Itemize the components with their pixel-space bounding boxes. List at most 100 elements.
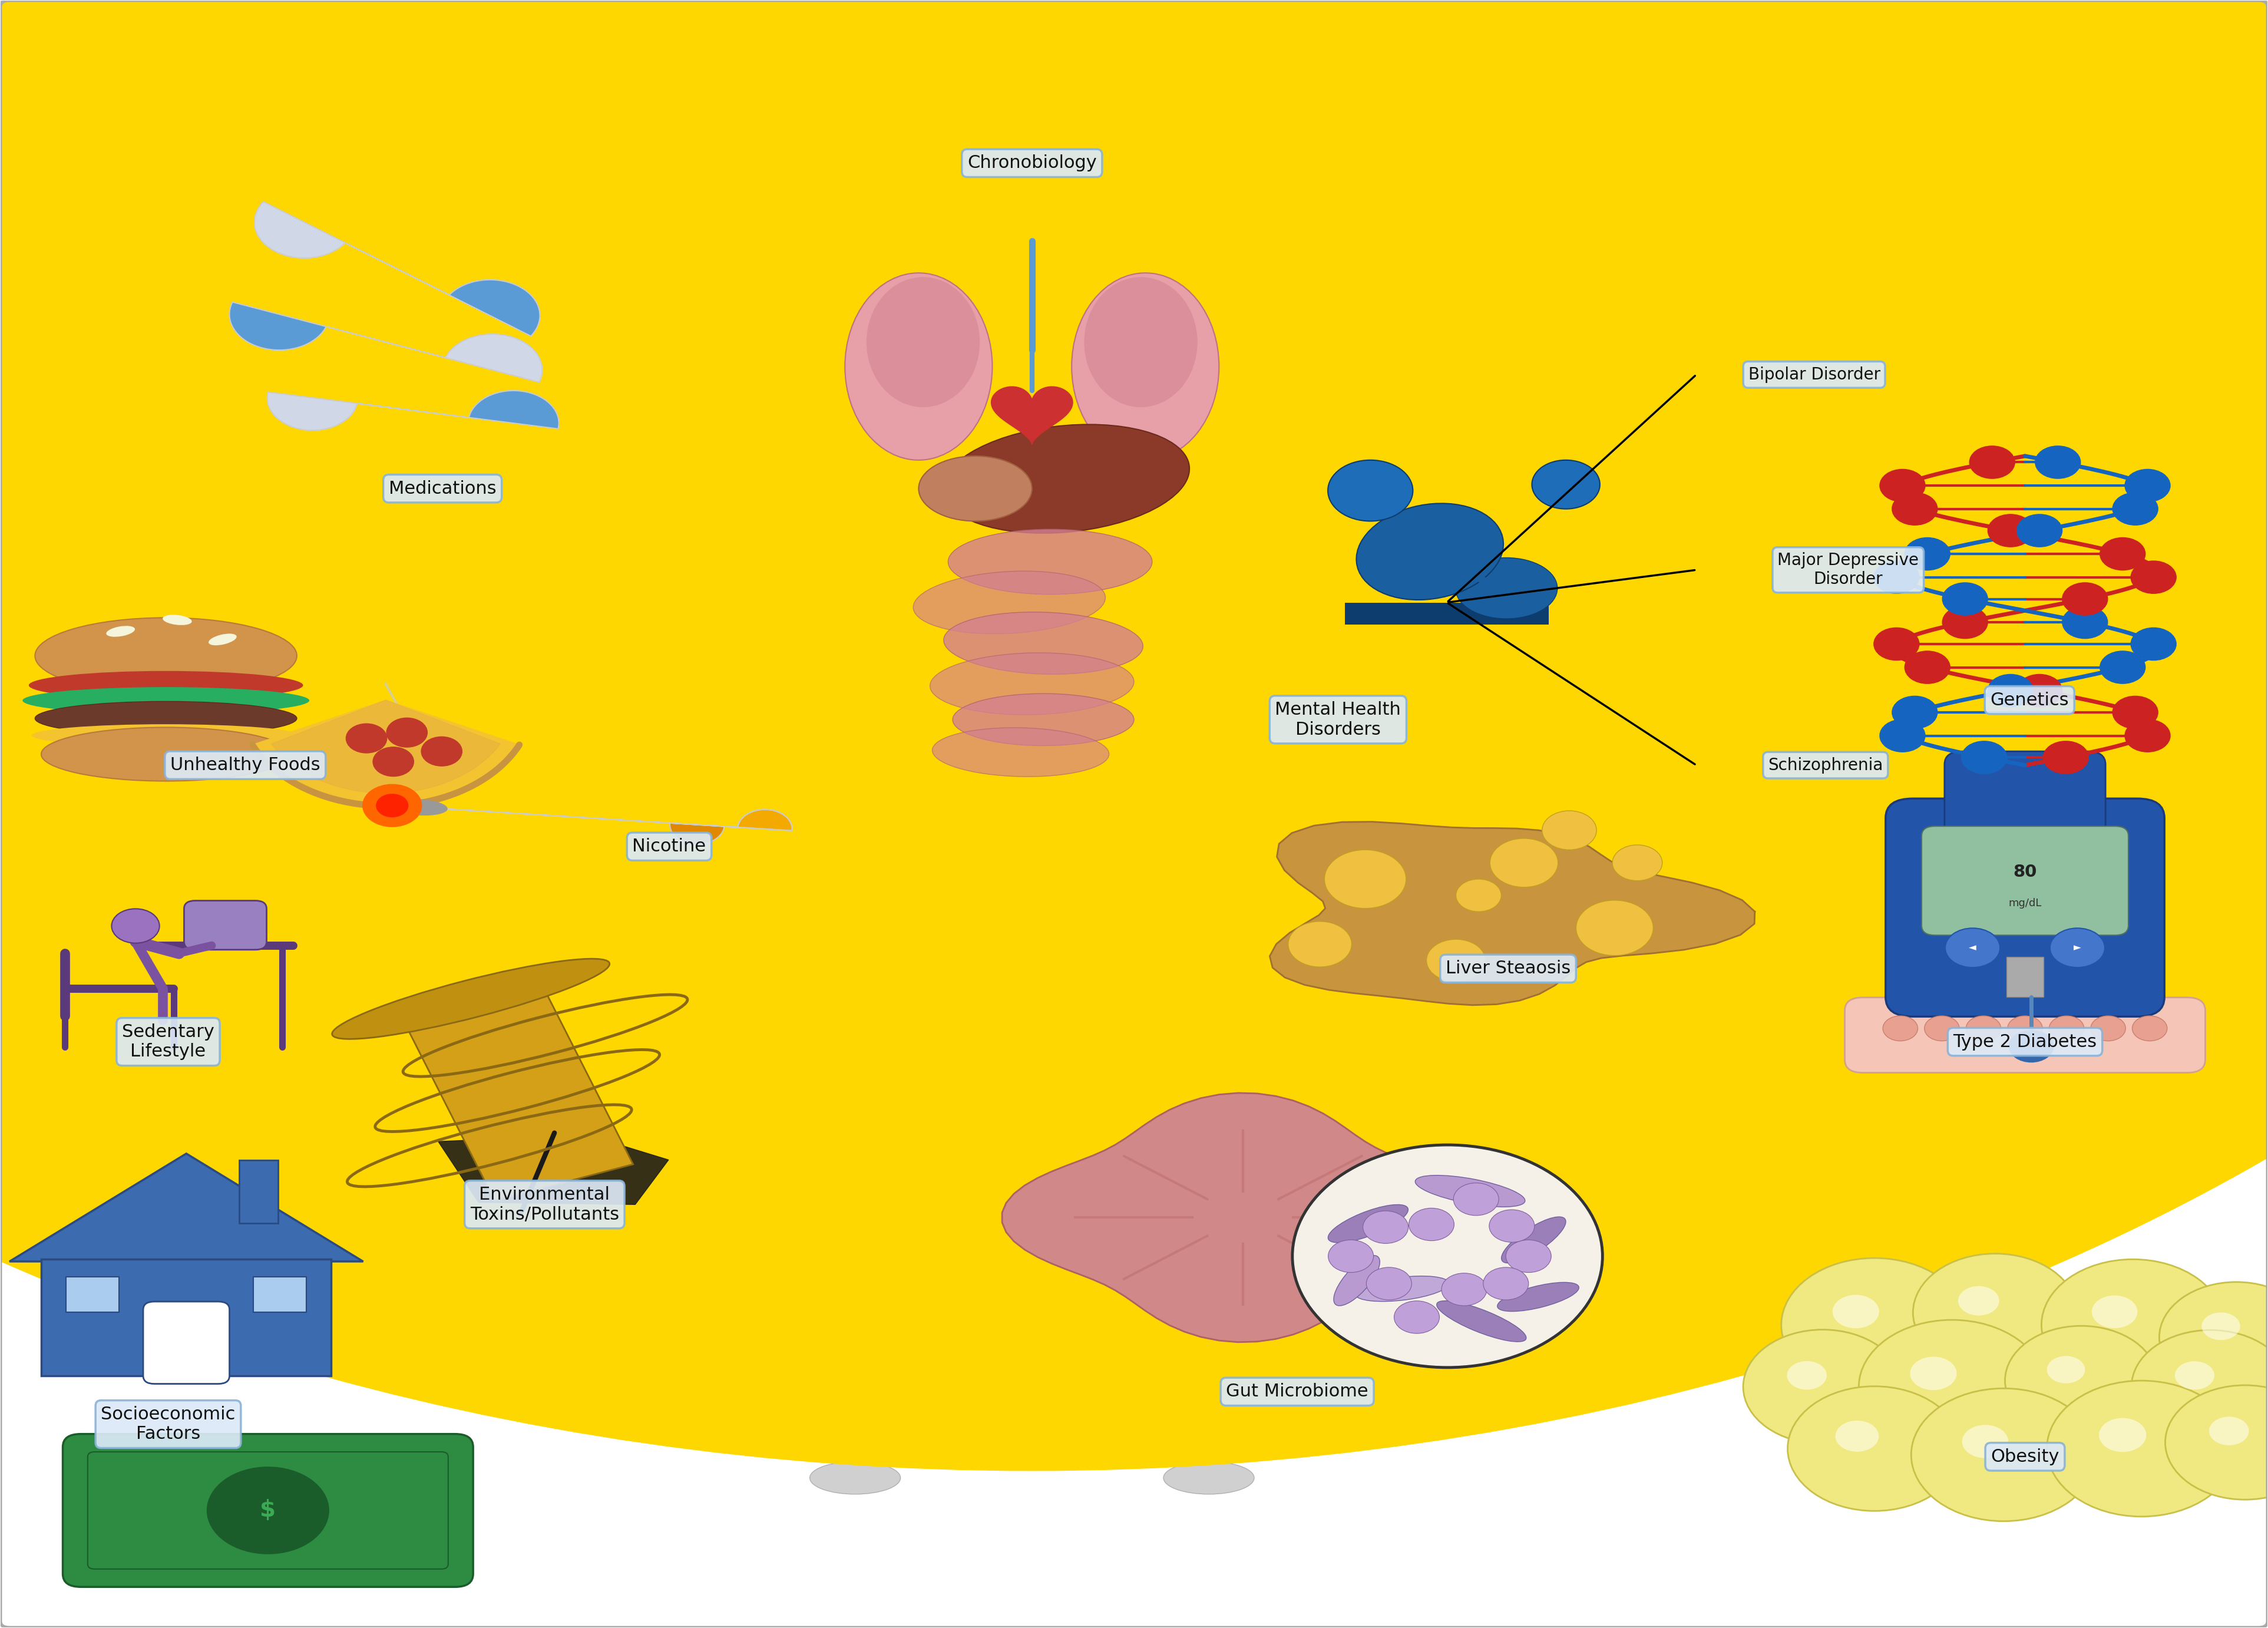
Circle shape bbox=[1969, 446, 2014, 479]
Polygon shape bbox=[1089, 822, 1247, 1465]
Ellipse shape bbox=[1334, 1255, 1379, 1306]
Ellipse shape bbox=[390, 799, 447, 816]
Circle shape bbox=[1962, 741, 2007, 773]
Circle shape bbox=[1288, 921, 1352, 967]
Circle shape bbox=[1833, 1294, 1880, 1328]
Ellipse shape bbox=[1356, 503, 1504, 599]
Polygon shape bbox=[445, 334, 542, 383]
Text: mg/dL: mg/dL bbox=[2009, 897, 2041, 908]
Ellipse shape bbox=[41, 728, 290, 781]
Ellipse shape bbox=[1456, 558, 1558, 619]
Circle shape bbox=[2041, 1260, 2225, 1390]
Circle shape bbox=[2100, 651, 2146, 684]
Text: 80: 80 bbox=[2014, 863, 2037, 881]
Ellipse shape bbox=[930, 653, 1134, 715]
Polygon shape bbox=[816, 822, 975, 1465]
Circle shape bbox=[2132, 1016, 2168, 1040]
Circle shape bbox=[2091, 1016, 2125, 1040]
Circle shape bbox=[1531, 461, 1599, 510]
Circle shape bbox=[2132, 628, 2177, 661]
Ellipse shape bbox=[1415, 1175, 1524, 1206]
Polygon shape bbox=[9, 1154, 363, 1262]
Circle shape bbox=[2062, 583, 2107, 615]
Circle shape bbox=[1576, 900, 1653, 956]
Circle shape bbox=[2048, 1356, 2084, 1384]
Ellipse shape bbox=[919, 456, 1032, 521]
Ellipse shape bbox=[1497, 1283, 1579, 1312]
FancyBboxPatch shape bbox=[1944, 752, 2105, 840]
Circle shape bbox=[2166, 1385, 2268, 1499]
FancyBboxPatch shape bbox=[184, 900, 268, 949]
Ellipse shape bbox=[1073, 274, 1218, 461]
Circle shape bbox=[1880, 720, 1926, 752]
Ellipse shape bbox=[1354, 1276, 1449, 1301]
Polygon shape bbox=[612, 293, 828, 749]
Circle shape bbox=[1905, 651, 1950, 684]
Circle shape bbox=[1966, 1016, 2000, 1040]
Text: Genetics: Genetics bbox=[1991, 692, 2068, 708]
Text: Unhealthy Foods: Unhealthy Foods bbox=[170, 757, 320, 773]
Polygon shape bbox=[771, 293, 1293, 394]
Ellipse shape bbox=[1436, 1301, 1526, 1341]
Polygon shape bbox=[272, 700, 501, 793]
FancyBboxPatch shape bbox=[1844, 998, 2204, 1073]
Circle shape bbox=[347, 724, 388, 754]
Circle shape bbox=[1365, 1267, 1411, 1299]
Circle shape bbox=[1490, 1210, 1535, 1242]
Circle shape bbox=[2159, 1281, 2268, 1392]
Circle shape bbox=[1490, 838, 1558, 887]
Circle shape bbox=[1892, 697, 1937, 729]
Text: Gut Microbiome: Gut Microbiome bbox=[1227, 1384, 1368, 1400]
Circle shape bbox=[1873, 562, 1919, 594]
Circle shape bbox=[1363, 1211, 1408, 1244]
Circle shape bbox=[1408, 1208, 1454, 1241]
Circle shape bbox=[1910, 1356, 1957, 1390]
Circle shape bbox=[2112, 493, 2157, 526]
Circle shape bbox=[1941, 606, 1987, 638]
Polygon shape bbox=[1236, 293, 1452, 749]
Circle shape bbox=[1941, 583, 1987, 615]
Polygon shape bbox=[991, 386, 1073, 444]
Circle shape bbox=[2132, 1330, 2268, 1444]
FancyBboxPatch shape bbox=[1445, 36, 2071, 200]
Circle shape bbox=[1506, 1241, 1551, 1273]
Ellipse shape bbox=[950, 107, 1114, 241]
Ellipse shape bbox=[948, 529, 1152, 594]
Polygon shape bbox=[1002, 1092, 1483, 1341]
Ellipse shape bbox=[163, 615, 193, 625]
Circle shape bbox=[376, 794, 408, 817]
Circle shape bbox=[2016, 674, 2062, 707]
Ellipse shape bbox=[34, 702, 297, 736]
Circle shape bbox=[1860, 1320, 2046, 1454]
Polygon shape bbox=[229, 303, 327, 350]
Circle shape bbox=[2091, 1296, 2136, 1328]
Text: Bipolar Disorder: Bipolar Disorder bbox=[1749, 366, 1880, 383]
Bar bbox=[1345, 602, 1549, 625]
Ellipse shape bbox=[1406, 754, 1474, 790]
Circle shape bbox=[2009, 1031, 2055, 1063]
Circle shape bbox=[1882, 1016, 1919, 1040]
Ellipse shape bbox=[953, 694, 1134, 746]
Circle shape bbox=[2048, 1016, 2084, 1040]
Circle shape bbox=[2046, 1381, 2236, 1517]
Circle shape bbox=[1873, 628, 1919, 661]
Circle shape bbox=[1905, 537, 1950, 570]
FancyBboxPatch shape bbox=[1921, 825, 2127, 934]
Ellipse shape bbox=[810, 1462, 900, 1495]
Ellipse shape bbox=[975, 124, 1089, 213]
Circle shape bbox=[1454, 1184, 1499, 1216]
Bar bbox=[41, 1258, 331, 1376]
Polygon shape bbox=[252, 700, 519, 806]
Polygon shape bbox=[365, 804, 420, 825]
Text: Chronobiology: Chronobiology bbox=[966, 155, 1098, 171]
Circle shape bbox=[1329, 1241, 1374, 1273]
Circle shape bbox=[1327, 461, 1413, 521]
Ellipse shape bbox=[331, 959, 610, 1039]
Text: $: $ bbox=[261, 1499, 277, 1522]
Polygon shape bbox=[401, 980, 633, 1200]
Text: Obesity: Obesity bbox=[1991, 1449, 2059, 1465]
Ellipse shape bbox=[23, 687, 308, 715]
Circle shape bbox=[1892, 493, 1937, 526]
Text: Mental Health
Disorders: Mental Health Disorders bbox=[1275, 702, 1402, 737]
Polygon shape bbox=[2216, 907, 2268, 1628]
